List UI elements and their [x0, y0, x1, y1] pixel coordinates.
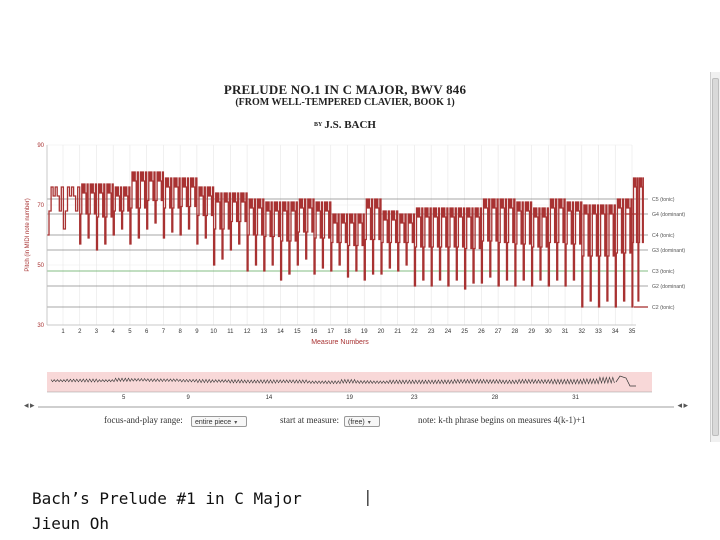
x-tick-label: 8: [178, 329, 182, 335]
x-tick-label: 5: [128, 329, 132, 335]
x-tick-label: 33: [595, 329, 602, 335]
reference-line-label: C5 (tonic): [652, 197, 675, 203]
x-tick-label: 13: [260, 329, 267, 335]
x-tick-label: 16: [311, 329, 318, 335]
x-tick-label: 15: [294, 329, 301, 335]
x-tick-label: 25: [461, 329, 468, 335]
reference-line-label: C2 (tonic): [652, 305, 675, 311]
reference-line-label: G3 (dominant): [652, 248, 685, 254]
x-tick-label: 9: [195, 329, 199, 335]
vertical-scroll-thumb[interactable]: [712, 78, 719, 436]
x-tick-label: 10: [210, 329, 217, 335]
x-tick-label: 6: [145, 329, 149, 335]
title-separator: |: [363, 487, 373, 506]
overview-tick-label: 31: [572, 395, 579, 401]
chart-subtitle: (FROM WELL-TEMPERED CLAVIER, BOOK 1): [235, 97, 455, 108]
scroll-right-small-icon[interactable]: ▸: [30, 401, 35, 411]
y-tick-label: 30: [37, 323, 44, 329]
x-tick-label: 31: [562, 329, 569, 335]
horizontal-scrollbar[interactable]: ◂ ▸ ◂ ▸: [24, 401, 688, 412]
x-tick-label: 24: [445, 329, 452, 335]
overview-tail: [615, 375, 636, 387]
x-tick-label: 26: [478, 329, 485, 335]
vertical-scrollbar[interactable]: [710, 72, 720, 442]
pitch-line: [47, 171, 644, 308]
x-tick-label: 34: [612, 329, 619, 335]
x-tick-label: 3: [95, 329, 99, 335]
x-tick-label: 14: [277, 329, 284, 335]
x-tick-label: 32: [578, 329, 585, 335]
overview-tick-label: 23: [411, 395, 418, 401]
start-measure-select[interactable]: (free) ▾: [344, 416, 380, 427]
overview-tick-label: 5: [122, 395, 126, 401]
x-tick-label: 17: [327, 329, 334, 335]
x-tick-label: 23: [428, 329, 435, 335]
start-measure-value: (free): [348, 419, 365, 426]
x-axis-title: Measure Numbers: [311, 339, 369, 346]
x-tick-label: 27: [495, 329, 502, 335]
overview-tick-label: 9: [187, 395, 191, 401]
x-tick-label: 35: [629, 329, 636, 335]
reference-line-label: G4 (dominant): [652, 212, 685, 218]
scroll-left-small-icon[interactable]: ◂: [677, 401, 682, 411]
focus-range-label: focus-and-play range:: [104, 415, 183, 425]
slide-title: Bach’s Prelude #1 in C Major: [32, 489, 302, 508]
x-tick-label: 11: [227, 329, 234, 335]
composer-byline: BY J.S. BACH: [260, 119, 430, 131]
overview-background: [47, 372, 652, 392]
x-tick-label: 22: [411, 329, 418, 335]
byline-prefix: BY: [314, 122, 323, 129]
composer-name: J.S. BACH: [324, 119, 376, 131]
overview-tick-label: 19: [346, 395, 353, 401]
overview-line: [50, 376, 615, 385]
scroll-left-icon[interactable]: ◂: [24, 401, 29, 411]
x-tick-label: 20: [378, 329, 385, 335]
author-name: Jieun Oh: [32, 514, 110, 533]
x-tick-label: 28: [512, 329, 519, 335]
chevron-down-icon: ▾: [367, 420, 371, 426]
x-tick-label: 18: [344, 329, 351, 335]
focus-range-value: entire piece: [195, 419, 232, 426]
reference-line-label: C3 (tonic): [652, 269, 675, 275]
x-tick-label: 21: [394, 329, 401, 335]
phrase-note: note: k-th phrase begins on measures 4(k…: [418, 415, 586, 425]
chart-title: PRELUDE NO.1 IN C MAJOR, BWV 846: [223, 82, 467, 97]
start-measure-label: start at measure:: [280, 415, 339, 425]
overview-tick-label: 28: [492, 395, 499, 401]
x-tick-label: 19: [361, 329, 368, 335]
x-tick-label: 12: [244, 329, 251, 335]
scroll-right-icon[interactable]: ▸: [683, 401, 688, 411]
x-tick-label: 30: [545, 329, 552, 335]
pitch-series: [47, 171, 648, 308]
x-tick-label: 4: [112, 329, 116, 335]
y-axis-title: Pitch (in MIDI note number): [25, 198, 31, 271]
overview-tick-label: 14: [266, 395, 273, 401]
chevron-down-icon: ▾: [234, 420, 238, 426]
y-tick-label: 70: [37, 203, 44, 209]
focus-range-select[interactable]: entire piece ▾: [191, 416, 247, 427]
x-tick-label: 29: [528, 329, 535, 335]
x-tick-label: 2: [78, 329, 82, 335]
x-tick-label: 1: [61, 329, 65, 335]
reference-line-label: G2 (dominant): [652, 284, 685, 290]
reference-line-label: C4 (tonic): [652, 233, 675, 239]
scroll-track[interactable]: [38, 406, 674, 408]
x-tick-label: 7: [162, 329, 166, 335]
overview-strip: 5 9 14 19 23 28 31: [47, 372, 652, 401]
y-tick-label: 50: [37, 263, 44, 269]
y-tick-label: 90: [37, 143, 44, 149]
